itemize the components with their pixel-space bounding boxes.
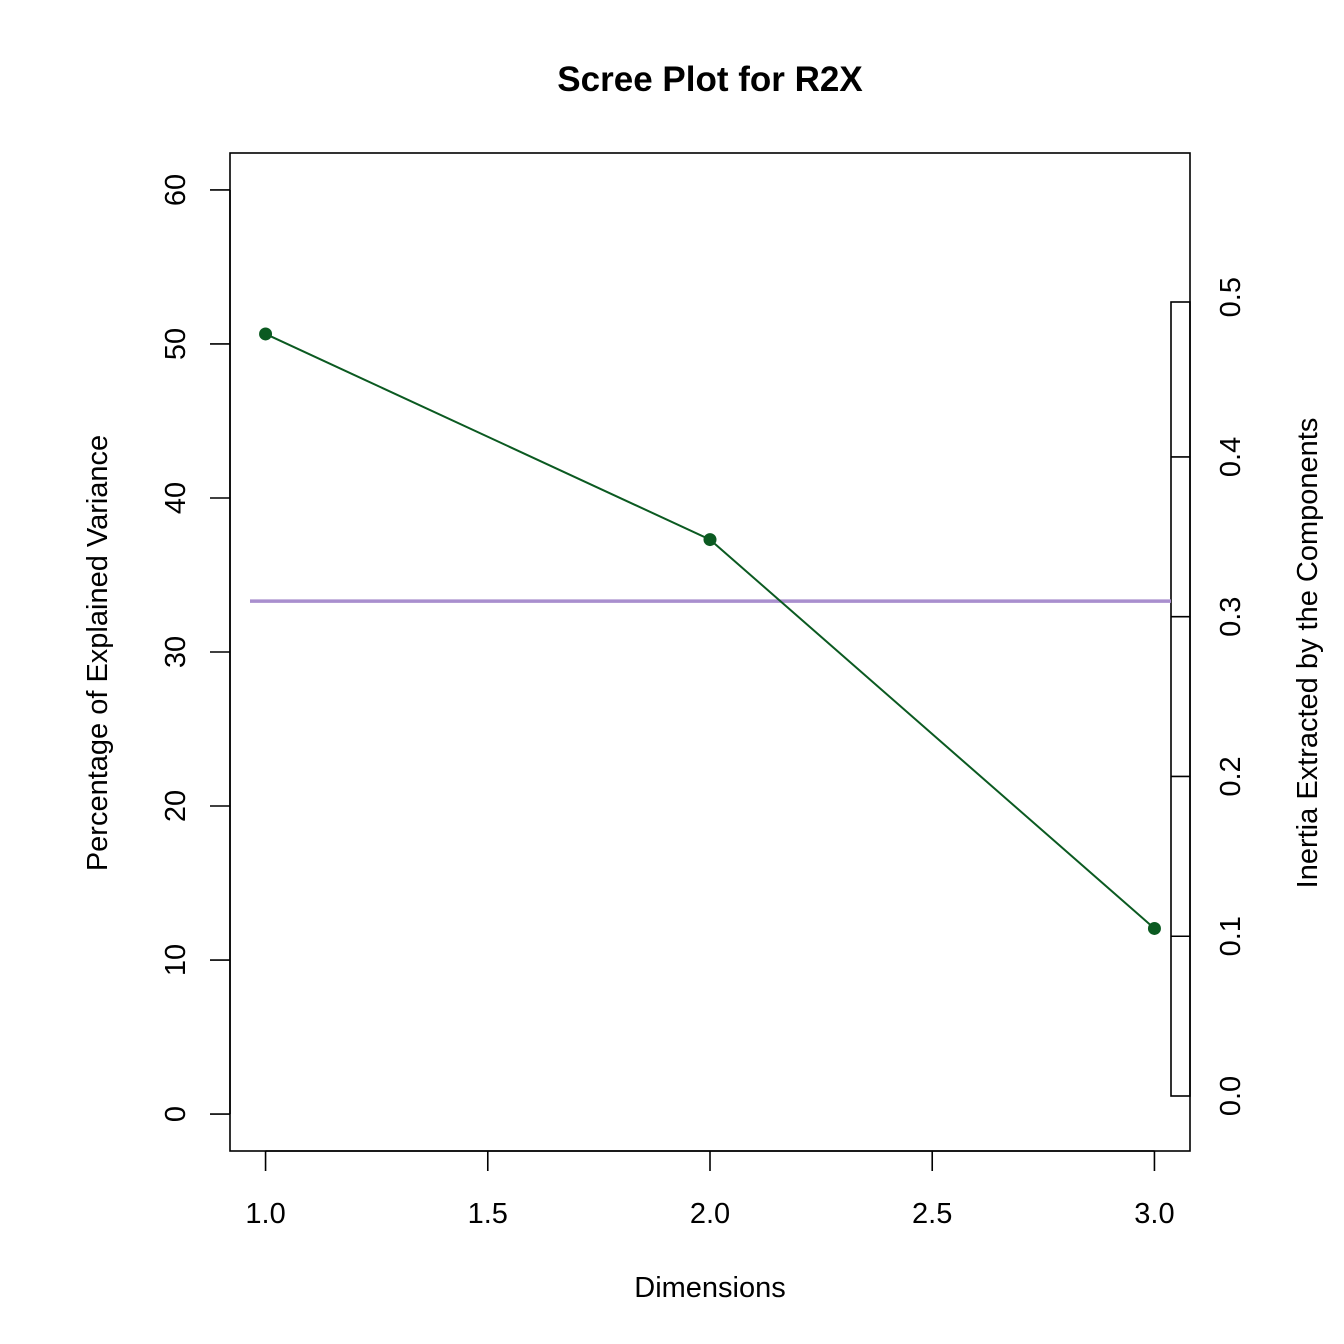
data-point bbox=[703, 533, 717, 547]
data-point bbox=[1147, 921, 1161, 935]
inertia-tick-label: 0.4 bbox=[1215, 437, 1247, 477]
series-group bbox=[259, 327, 1161, 935]
inertia-bar bbox=[1170, 301, 1191, 1097]
inertia-tick-label: 0.2 bbox=[1215, 756, 1247, 796]
inertia-tick-label: 0.5 bbox=[1215, 277, 1247, 317]
inertia-tick-label: 0.0 bbox=[1215, 1076, 1247, 1116]
x-axis: 1.0 1.5 2.0 2.5 3.0 bbox=[245, 1150, 1175, 1230]
data-point bbox=[259, 327, 273, 341]
y-tick-label: 40 bbox=[160, 482, 192, 514]
x-tick-label: 2.5 bbox=[912, 1198, 952, 1230]
y2-axis-label: Inertia Extracted by the Components bbox=[1292, 418, 1324, 889]
y-tick-label: 30 bbox=[160, 636, 192, 668]
x-tick-label: 1.0 bbox=[245, 1198, 285, 1230]
y-axis: 0 10 20 30 40 50 60 bbox=[160, 174, 231, 1122]
y-tick-label: 50 bbox=[160, 328, 192, 360]
y-tick-label: 20 bbox=[160, 790, 192, 822]
y-tick-label: 60 bbox=[160, 174, 192, 206]
chart-title: Scree Plot for R2X bbox=[557, 60, 863, 99]
inertia-axis: 0.0 0.1 0.2 0.3 0.4 0.5 bbox=[1170, 277, 1247, 1116]
x-tick-label: 1.5 bbox=[468, 1198, 508, 1230]
x-axis-label: Dimensions bbox=[634, 1272, 786, 1304]
x-tick-label: 2.0 bbox=[690, 1198, 730, 1230]
x-tick-label: 3.0 bbox=[1134, 1198, 1174, 1230]
y-axis-label: Percentage of Explained Variance bbox=[82, 435, 114, 871]
inertia-tick-label: 0.3 bbox=[1215, 597, 1247, 637]
y-tick-label: 0 bbox=[160, 1106, 192, 1122]
inertia-tick-label: 0.1 bbox=[1215, 916, 1247, 956]
y-tick-label: 10 bbox=[160, 944, 192, 976]
